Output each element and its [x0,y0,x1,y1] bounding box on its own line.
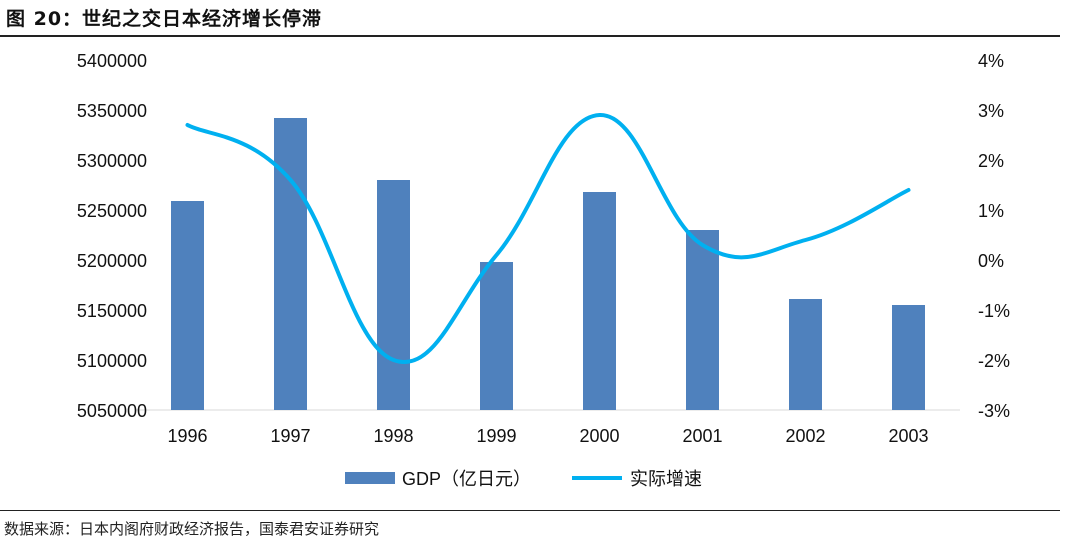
left-tick-label: 5350000 [77,101,147,121]
bar-2002 [789,299,822,410]
bar-2000 [583,192,616,410]
right-tick-label: 4% [978,51,1004,71]
category-label: 1998 [373,426,413,446]
left-tick-label: 5200000 [77,251,147,271]
left-tick-label: 5300000 [77,151,147,171]
source-note: 数据来源：日本内阁府财政经济报告，国泰君安证券研究 [4,520,380,538]
category-label: 1997 [270,426,310,446]
chart-title: 图 20：世纪之交日本经济增长停滞 [6,8,323,30]
right-tick-label: 1% [978,201,1004,221]
bar-1996 [171,201,204,410]
legend-growth-label: 实际增速 [630,469,702,489]
legend-gdp-label: GDP（亿日元） [402,469,531,489]
growth-line [185,112,911,364]
category-label: 1996 [167,426,207,446]
category-label: 2001 [682,426,722,446]
right-tick-label: -2% [978,351,1010,371]
bar-2003 [892,305,925,410]
bar-2001 [686,230,719,410]
category-label: 2003 [888,426,928,446]
bar-1999 [480,262,513,410]
source-divider [0,510,1060,511]
right-tick-label: 0% [978,251,1004,271]
right-tick-label: 3% [978,101,1004,121]
right-tick-label: -1% [978,301,1010,321]
title-divider [0,35,1060,37]
left-tick-label: 5050000 [77,401,147,421]
bar-1997 [274,118,307,410]
left-tick-label: 5150000 [77,301,147,321]
category-label: 1999 [476,426,516,446]
left-tick-label: 5250000 [77,201,147,221]
right-tick-label: -3% [978,401,1010,421]
category-label: 2002 [785,426,825,446]
bar-1998 [377,180,410,410]
category-label: 2000 [579,426,619,446]
right-tick-label: 2% [978,151,1004,171]
left-tick-label: 5400000 [77,51,147,71]
legend-gdp-swatch [345,472,395,484]
left-tick-label: 5100000 [77,351,147,371]
